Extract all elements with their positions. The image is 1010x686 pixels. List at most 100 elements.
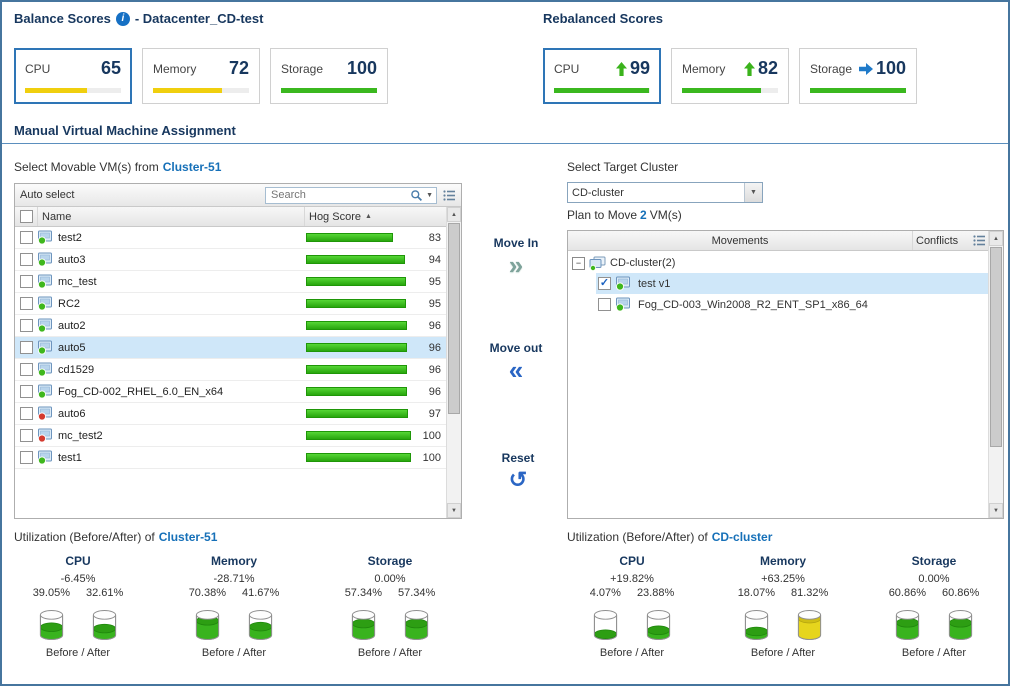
utilization-cylinder-icon: [948, 610, 973, 640]
conflicts-column-header[interactable]: Conflicts: [912, 231, 970, 250]
vm-checkbox[interactable]: [19, 407, 33, 420]
search-input[interactable]: [269, 188, 408, 202]
metric-before-value: 39.05%: [32, 587, 70, 599]
scroll-thumb[interactable]: [448, 223, 460, 415]
search-options-caret-icon[interactable]: ▼: [426, 191, 433, 199]
vm-row[interactable]: auto2 96: [15, 315, 446, 337]
vm-row[interactable]: auto3 94: [15, 249, 446, 271]
source-cluster-link[interactable]: Cluster-51: [162, 160, 222, 174]
hog-score-bar: [306, 365, 407, 374]
before-after-caption: Before / After: [45, 647, 111, 659]
move-in-icon[interactable]: »: [508, 250, 524, 280]
movements-grid: Movements Conflicts − CD-cluster(2) ✓ te…: [567, 230, 1004, 519]
hog-score-value: 96: [428, 319, 441, 332]
scroll-up-button[interactable]: ▲: [989, 231, 1003, 246]
hog-score-value: 100: [422, 429, 441, 442]
score-bar: [554, 88, 650, 93]
score-card-storage[interactable]: Storage 100: [270, 48, 388, 104]
vm-row[interactable]: Fog_CD-002_RHEL_6.0_EN_x64 96: [15, 381, 446, 403]
vm-checkbox[interactable]: [19, 385, 33, 398]
scroll-track[interactable]: [447, 222, 461, 503]
tree-collapse-icon[interactable]: −: [572, 256, 585, 270]
hog-score-value: 96: [428, 363, 441, 376]
vm-checkbox[interactable]: [19, 297, 33, 310]
utilization-cylinder-icon: [248, 610, 273, 640]
search-box[interactable]: ▼: [265, 186, 437, 204]
utilization-cluster-link[interactable]: Cluster-51: [158, 530, 218, 544]
target-cluster-dropdown[interactable]: CD-cluster ▼: [567, 182, 763, 203]
score-card-storage[interactable]: Storage 100: [799, 48, 917, 104]
score-card-memory[interactable]: Memory 82: [671, 48, 789, 104]
vm-checkbox[interactable]: [19, 275, 33, 288]
vm-row[interactable]: test2 83: [15, 227, 446, 249]
score-card-cpu[interactable]: CPU 99: [543, 48, 661, 104]
metric-after-value: 57.34%: [398, 587, 436, 599]
vm-name: mc_test: [58, 275, 97, 288]
move-out-icon[interactable]: «: [508, 355, 524, 385]
hog-score-bar: [306, 431, 411, 440]
movement-checkbox[interactable]: ✓: [598, 277, 611, 290]
select-all-checkbox[interactable]: [19, 210, 33, 223]
score-card-cpu[interactable]: CPU 65: [14, 48, 132, 104]
before-after-caption: Before / After: [901, 647, 967, 659]
utilization-cylinder-icon: [39, 610, 64, 640]
vm-row[interactable]: test1 100: [15, 447, 446, 469]
vm-checkbox[interactable]: [19, 363, 33, 376]
vm-row[interactable]: mc_test 95: [15, 271, 446, 293]
scroll-thumb[interactable]: [990, 247, 1002, 448]
cluster-group-row[interactable]: − CD-cluster(2): [568, 253, 988, 273]
score-card-value: 65: [100, 58, 121, 78]
score-card-memory[interactable]: Memory 72: [142, 48, 260, 104]
vm-row[interactable]: auto5 96: [15, 337, 446, 359]
vm-checkbox[interactable]: [19, 341, 33, 354]
name-column-header[interactable]: Name: [37, 207, 304, 226]
vm-checkbox[interactable]: [19, 253, 33, 266]
vm-row[interactable]: mc_test2 100: [15, 425, 446, 447]
info-icon[interactable]: i: [115, 11, 130, 26]
reset-icon[interactable]: ↺: [508, 467, 528, 492]
utilization-cylinder-icon: [195, 610, 220, 640]
scroll-down-button[interactable]: ▼: [447, 503, 461, 518]
vm-status-icon: [37, 274, 56, 289]
movement-row[interactable]: ✓ test v1: [596, 273, 988, 294]
vm-grid-header: Name Hog Score ▲: [15, 207, 446, 227]
vm-checkbox[interactable]: [19, 451, 33, 464]
utilization-cylinder-icon: [744, 610, 769, 640]
hog-score-bar: [306, 277, 406, 286]
vm-row-list: test2 83 auto3 94 mc_test 95: [15, 227, 446, 469]
vm-checkbox[interactable]: [19, 231, 33, 244]
dropdown-caret-icon[interactable]: ▼: [744, 183, 762, 202]
hog-score-column-header[interactable]: Hog Score ▲: [304, 207, 446, 226]
hog-score-bar: [306, 255, 405, 264]
score-card-value: 72: [228, 58, 249, 78]
column-options-icon[interactable]: [443, 189, 456, 201]
vm-grid-scrollbar[interactable]: ▲ ▼: [446, 207, 461, 518]
column-options-icon[interactable]: [970, 235, 988, 246]
reset-label: Reset: [501, 451, 535, 465]
utilization-cluster-link[interactable]: CD-cluster: [711, 530, 773, 544]
vm-row[interactable]: cd1529 96: [15, 359, 446, 381]
metric-name: CPU: [65, 554, 91, 568]
search-icon[interactable]: [410, 189, 423, 202]
metric-before-value: 60.86%: [888, 587, 926, 599]
move-in-action: Move In »: [484, 236, 548, 278]
scroll-up-button[interactable]: ▲: [447, 207, 461, 222]
scroll-track[interactable]: [989, 246, 1003, 503]
movement-row[interactable]: Fog_CD-003_Win2008_R2_ENT_SP1_x86_64: [596, 294, 988, 315]
auto-select-button[interactable]: Auto select: [20, 189, 75, 201]
vm-checkbox[interactable]: [19, 429, 33, 442]
movements-column-header[interactable]: Movements: [711, 234, 769, 247]
vm-row[interactable]: RC2 95: [15, 293, 446, 315]
metric-delta: +63.25%: [761, 573, 805, 585]
scroll-down-button[interactable]: ▼: [989, 503, 1003, 518]
metric-after-value: 32.61%: [86, 587, 124, 599]
vm-row[interactable]: auto6 97: [15, 403, 446, 425]
movements-grid-scrollbar[interactable]: ▲ ▼: [988, 231, 1003, 518]
vm-checkbox[interactable]: [19, 319, 33, 332]
metric-delta: -6.45%: [60, 573, 96, 585]
cluster-icon: [589, 256, 606, 271]
metric-before-value: 57.34%: [344, 587, 382, 599]
score-bar: [25, 88, 121, 93]
movement-checkbox[interactable]: [598, 298, 611, 311]
